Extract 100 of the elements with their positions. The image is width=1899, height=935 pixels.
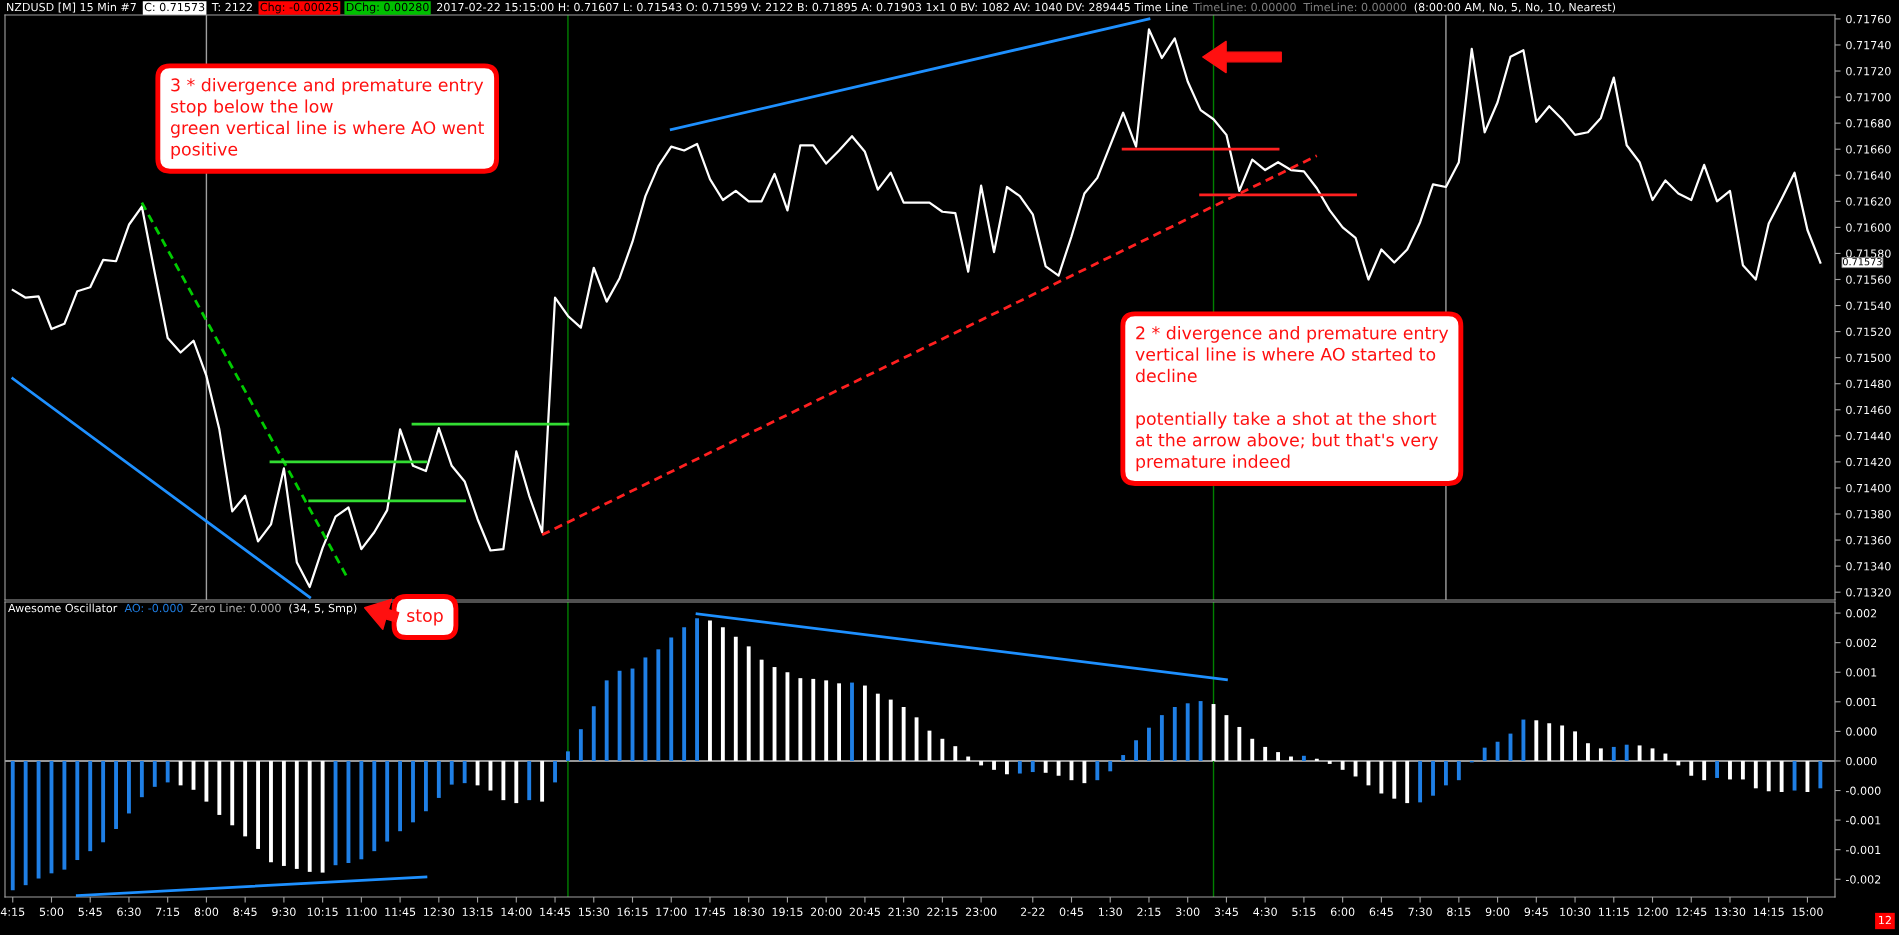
bar bbox=[1728, 760, 1732, 780]
bar bbox=[901, 706, 906, 761]
y-tick-label: 0.71760 bbox=[1846, 14, 1891, 24]
bar bbox=[1779, 760, 1784, 793]
x-tick-label: 9:00 bbox=[1485, 907, 1510, 917]
bar bbox=[1482, 747, 1487, 761]
bar bbox=[1405, 760, 1410, 804]
bar bbox=[294, 760, 299, 869]
y-tick-label: 0.71560 bbox=[1846, 275, 1891, 284]
x-tick-label: 13:30 bbox=[1715, 907, 1746, 917]
y-tick-label: 0.71460 bbox=[1846, 405, 1891, 415]
annotation: stop bbox=[407, 609, 443, 626]
y-tick-label: 0.000 bbox=[1846, 727, 1877, 736]
y-tick-label: 0.71640 bbox=[1846, 171, 1891, 180]
bar bbox=[1198, 701, 1203, 761]
bar bbox=[1056, 760, 1061, 776]
bar bbox=[746, 646, 751, 761]
bar bbox=[36, 760, 41, 879]
bar bbox=[591, 706, 596, 761]
bar bbox=[862, 685, 867, 761]
x-tick-label: 18:30 bbox=[733, 907, 764, 917]
bar bbox=[75, 760, 80, 861]
bar bbox=[178, 760, 183, 786]
bar bbox=[553, 760, 557, 783]
bar bbox=[1766, 760, 1771, 792]
text: (8:00:00 AM, No, 5, No, 10, Nearest) bbox=[1414, 2, 1616, 13]
x-tick-label: 6:30 bbox=[117, 907, 141, 917]
bar bbox=[1289, 756, 1293, 761]
bar bbox=[824, 680, 829, 761]
text: TimeLine: 0.00000 bbox=[1303, 2, 1407, 12]
bar bbox=[617, 670, 622, 761]
bar bbox=[217, 760, 222, 815]
x-tick-label: 1:30 bbox=[1098, 907, 1122, 917]
bar bbox=[1418, 760, 1423, 803]
y-tick-label: 0.71360 bbox=[1846, 536, 1891, 545]
x-tick-label: 2:15 bbox=[1137, 907, 1161, 917]
y-tick-label: -0.000 bbox=[1845, 786, 1881, 795]
chart-title: Awesome Oscillator bbox=[8, 603, 118, 613]
bar bbox=[139, 760, 144, 798]
y-tick-label: -0.002 bbox=[1845, 875, 1881, 884]
bar bbox=[62, 760, 67, 870]
x-tick-label: 9:30 bbox=[272, 907, 296, 917]
x-tick-label: 5:00 bbox=[39, 907, 64, 917]
x-tick-label: 16:15 bbox=[617, 907, 648, 917]
bar bbox=[1702, 760, 1707, 781]
bar bbox=[1573, 731, 1577, 761]
y-tick-label: 0.71480 bbox=[1846, 379, 1891, 389]
bar bbox=[1560, 725, 1565, 761]
bar bbox=[798, 678, 803, 761]
bar bbox=[953, 746, 958, 761]
y-tick-label: 0.71620 bbox=[1846, 197, 1891, 206]
bar bbox=[1689, 760, 1694, 776]
x-tick-label: 21:30 bbox=[888, 907, 919, 917]
x-tick-label: 20:45 bbox=[849, 907, 880, 917]
annotation: 0.71573 bbox=[1842, 258, 1882, 266]
bar bbox=[811, 678, 816, 761]
x-tick-label: 4:15 bbox=[0, 907, 25, 917]
bar bbox=[1818, 760, 1823, 789]
x-tick-label: 22:15 bbox=[927, 907, 958, 917]
x-tick-label: 17:00 bbox=[656, 907, 687, 917]
bar bbox=[1340, 760, 1345, 770]
bar bbox=[566, 751, 570, 761]
y-tick-label: 0.71700 bbox=[1846, 93, 1891, 102]
y-tick-label: 0.71540 bbox=[1846, 301, 1891, 310]
x-tick-label: 2-22 bbox=[1020, 907, 1045, 916]
bar bbox=[230, 760, 235, 826]
x-tick-label: 12:00 bbox=[1637, 907, 1668, 917]
bar bbox=[1586, 743, 1590, 761]
y-tick-label: 0.71600 bbox=[1846, 223, 1891, 232]
text: 2017-02-22 15:15:00 H: 0.71607 L: 0.71543 O: 0.71599 V: 2122 B: 0.71895 A: 0.71903 1x1 0 BV: 1082 AV: 1040 DV: 289445 Time Line bbox=[437, 2, 1188, 12]
bar bbox=[604, 680, 609, 761]
bar bbox=[88, 760, 93, 852]
bar bbox=[1753, 760, 1758, 789]
bar bbox=[1495, 741, 1500, 761]
bar bbox=[152, 760, 157, 787]
bar bbox=[1392, 760, 1397, 799]
x-tick-label: 5:45 bbox=[78, 907, 102, 917]
text: DChg: 0.00280 bbox=[346, 2, 429, 14]
text: TimeLine: 0.00000 bbox=[1192, 2, 1296, 12]
bar bbox=[1301, 755, 1306, 761]
x-tick-label: 8:15 bbox=[1447, 907, 1471, 917]
bar bbox=[940, 738, 945, 761]
bar bbox=[1172, 706, 1177, 761]
x-tick-label: 23:00 bbox=[965, 907, 997, 917]
bar bbox=[281, 760, 286, 866]
x-tick-label: 9:45 bbox=[1524, 907, 1548, 917]
x-tick-label: 10:15 bbox=[307, 907, 338, 917]
bar bbox=[682, 627, 687, 761]
y-tick-label: 0.001 bbox=[1846, 668, 1877, 677]
bar bbox=[1676, 760, 1681, 766]
x-tick-label: 20:00 bbox=[810, 907, 842, 917]
bar bbox=[1263, 746, 1268, 761]
bar bbox=[1534, 720, 1539, 761]
y-tick-label: 0.71740 bbox=[1846, 40, 1891, 50]
bar bbox=[837, 683, 842, 761]
bar bbox=[1521, 719, 1526, 761]
x-tick-label: 15:30 bbox=[578, 907, 610, 917]
bar bbox=[475, 760, 480, 786]
y-tick-label: 0.71520 bbox=[1846, 327, 1891, 336]
bar bbox=[1740, 760, 1745, 780]
